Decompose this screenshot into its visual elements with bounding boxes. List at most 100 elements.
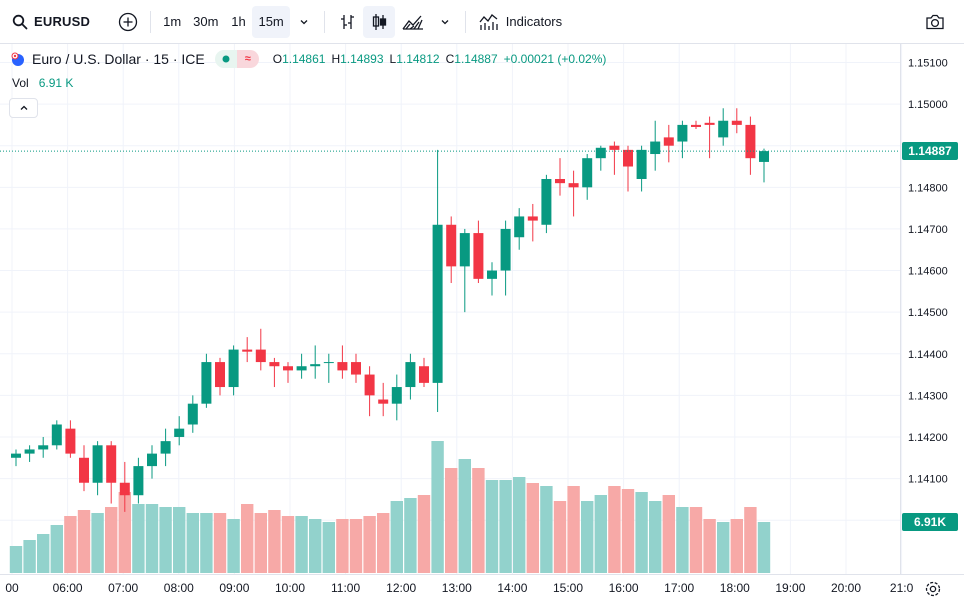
market-open-icon xyxy=(214,50,237,68)
interval-1h-button[interactable]: 1h xyxy=(231,14,246,29)
interval-30m-button[interactable]: 30m xyxy=(193,14,219,29)
candle-body xyxy=(11,453,21,458)
chevron-down-icon xyxy=(300,19,308,24)
last-volume-tag: 6.91K xyxy=(902,513,958,531)
compare-add-symbol-button[interactable] xyxy=(112,6,144,38)
chart-type-dropdown-button[interactable] xyxy=(431,6,459,38)
volume-bar xyxy=(526,483,539,573)
volume-bar xyxy=(9,546,23,573)
chart-legend: Euro / U.S. Dollar · 15 · ICE ≈ O1.14861… xyxy=(10,50,606,68)
price-tick-label: 1.14800 xyxy=(908,182,948,194)
candle-body xyxy=(378,399,389,404)
candle-body xyxy=(351,362,361,375)
candle-body xyxy=(79,457,89,483)
volume-bar xyxy=(322,522,335,573)
time-tick-label: 17:00 xyxy=(664,581,694,595)
collapse-legend-button[interactable] xyxy=(9,98,38,118)
candles-chart-type-button[interactable] xyxy=(362,5,395,38)
volume-bar xyxy=(431,441,444,573)
candle-body xyxy=(582,158,593,188)
price-tick-label: 1.14500 xyxy=(908,307,948,319)
volume-bar xyxy=(621,489,635,573)
volume-bar xyxy=(553,501,567,573)
time-axis[interactable]: 00 06:00 07:00 08:00 09:00 10:00 11:00 12:00 13:… xyxy=(5,581,913,595)
price-axis[interactable]: 1.151001.150001.149001.148001.147001.146… xyxy=(908,57,948,527)
volume-bar xyxy=(336,519,349,573)
volume-bar xyxy=(540,486,553,573)
last-price-tag: 1.14887 xyxy=(902,142,958,161)
candle-body xyxy=(310,364,321,367)
candle-body xyxy=(432,224,443,383)
series-title[interactable]: Euro / U.S. Dollar · 15 · ICE xyxy=(32,51,205,67)
time-tick-label: 06:00 xyxy=(53,581,83,595)
candle-body xyxy=(609,145,620,150)
volume-label[interactable]: Vol xyxy=(12,76,29,90)
volume-bar xyxy=(281,516,295,573)
price-tick-label: 1.15000 xyxy=(908,99,948,111)
ohlc-values: O1.14861 H1.14893 L1.14812 C1.14887 +0.0… xyxy=(273,52,607,66)
toolbar-divider xyxy=(150,10,152,33)
volume-value: 6.91 K xyxy=(38,76,74,90)
volume-bar xyxy=(50,525,63,573)
candle-body xyxy=(419,366,429,383)
candle-body xyxy=(133,466,144,496)
volume-bar xyxy=(186,513,199,573)
candle-body xyxy=(405,362,416,388)
volume-bar xyxy=(499,480,512,573)
candle-body xyxy=(459,233,470,267)
open-value: 1.14861 xyxy=(282,52,326,66)
indicators-button[interactable]: Indicators xyxy=(472,6,568,38)
candle-body xyxy=(500,228,511,271)
volume-bar xyxy=(91,513,104,573)
time-tick-label: 13:00 xyxy=(442,581,472,595)
time-tick-label: 09:00 xyxy=(219,581,249,595)
price-tick-label: 1.14400 xyxy=(908,349,948,361)
interval-15m-button[interactable]: 15m xyxy=(252,5,290,38)
volume-bar xyxy=(295,516,308,573)
candle-body xyxy=(391,387,402,404)
time-tick-label: 08:00 xyxy=(164,581,194,595)
market-status-pill[interactable]: ≈ xyxy=(214,50,259,68)
camera-icon xyxy=(926,14,944,30)
chart-settings-button[interactable] xyxy=(924,580,942,603)
candle-body xyxy=(595,147,606,159)
candle-body xyxy=(255,349,266,363)
open-label: O xyxy=(272,52,283,66)
candle-body xyxy=(174,428,185,437)
candle-body xyxy=(242,349,253,352)
volume-bar xyxy=(390,501,403,573)
close-value: 1.14887 xyxy=(454,52,498,66)
bar-chart-type-button[interactable] xyxy=(331,6,363,38)
time-tick-label: 19:00 xyxy=(775,581,805,595)
candle-body xyxy=(187,403,198,425)
candle-body xyxy=(24,449,35,454)
candle-body xyxy=(337,362,348,371)
interval-1m-button[interactable]: 1m xyxy=(163,14,182,29)
candle-body xyxy=(568,183,579,188)
candle-body xyxy=(636,149,647,179)
time-tick-label: 07:00 xyxy=(108,581,138,595)
volume-bar xyxy=(513,477,526,573)
interval-dropdown-button[interactable] xyxy=(290,6,318,38)
volume-bar xyxy=(64,516,77,573)
candle-body xyxy=(759,151,769,162)
price-tick-label: 1.14300 xyxy=(908,390,948,402)
area-chart-icon xyxy=(402,15,423,30)
candle-body xyxy=(514,216,525,238)
price-chart[interactable]: 1.151001.150001.149001.148001.147001.146… xyxy=(0,44,964,605)
volume-bar xyxy=(349,519,363,573)
chevron-up-icon xyxy=(20,105,27,110)
candle-body xyxy=(731,120,742,125)
candle-body xyxy=(147,453,157,467)
candle-body xyxy=(663,137,674,146)
symbol-search-button[interactable]: EURUSD xyxy=(0,6,98,38)
time-tick-label: 18:00 xyxy=(720,581,750,595)
candle-body xyxy=(65,428,76,454)
snapshot-button[interactable] xyxy=(918,6,952,38)
area-chart-type-button[interactable] xyxy=(395,6,431,38)
volume-bar xyxy=(77,510,91,573)
volume-bar xyxy=(173,507,186,573)
candle-body xyxy=(446,224,457,267)
volume-bar xyxy=(118,492,131,573)
low-value: 1.14812 xyxy=(396,52,440,66)
